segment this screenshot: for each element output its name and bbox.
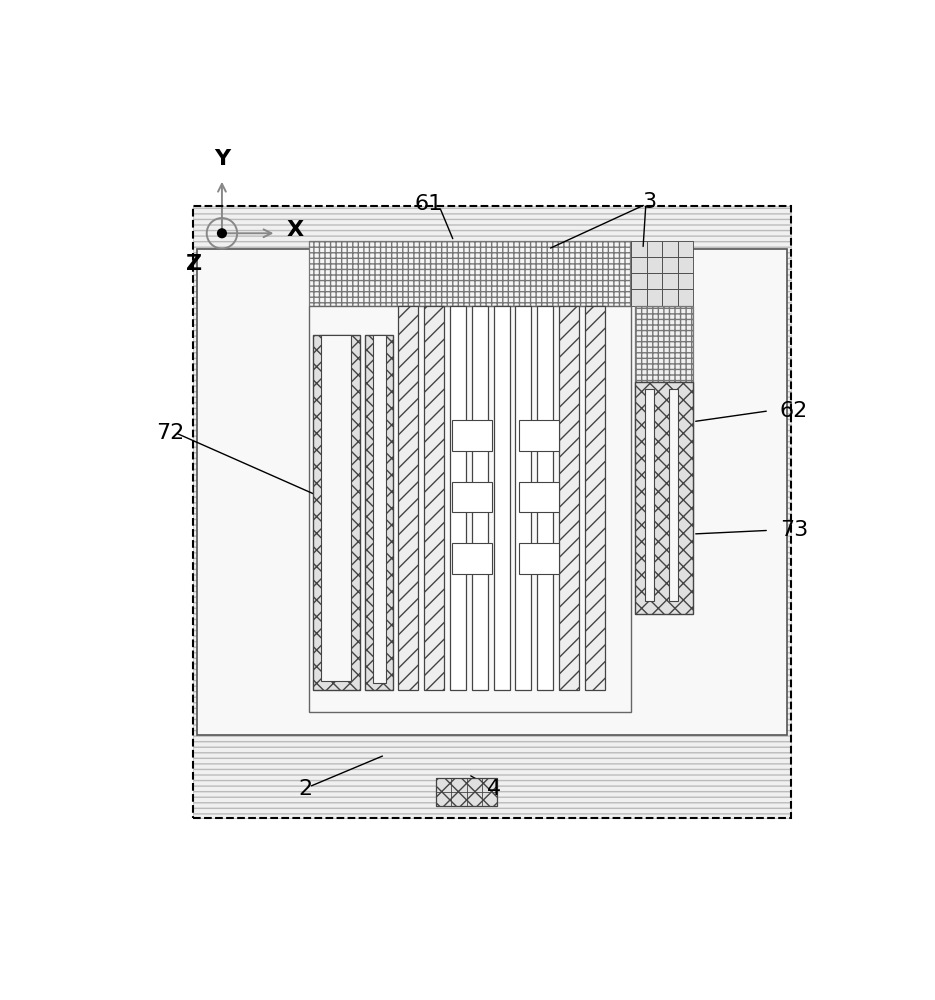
- Bar: [559, 306, 579, 690]
- Bar: [193, 206, 791, 818]
- Bar: [537, 306, 554, 690]
- Bar: [662, 273, 678, 289]
- Text: 2: 2: [298, 779, 312, 799]
- Bar: [678, 289, 693, 306]
- Bar: [519, 420, 559, 451]
- Bar: [519, 482, 559, 512]
- Bar: [662, 289, 678, 306]
- Bar: [196, 249, 787, 735]
- Bar: [631, 241, 647, 257]
- Bar: [647, 241, 662, 257]
- Bar: [494, 306, 510, 690]
- Text: 61: 61: [414, 194, 442, 214]
- Bar: [472, 306, 488, 690]
- Bar: [312, 335, 360, 690]
- Bar: [669, 389, 678, 601]
- Bar: [519, 543, 559, 574]
- Bar: [647, 273, 662, 289]
- Bar: [678, 273, 693, 289]
- Bar: [631, 273, 647, 289]
- Text: Z: Z: [185, 254, 202, 274]
- Bar: [373, 335, 386, 683]
- Text: 3: 3: [642, 192, 656, 212]
- Bar: [309, 241, 631, 306]
- Bar: [515, 306, 531, 690]
- Bar: [451, 306, 467, 690]
- Bar: [631, 257, 647, 273]
- Bar: [635, 382, 693, 614]
- Text: 72: 72: [156, 423, 184, 443]
- Bar: [585, 306, 605, 690]
- Text: X: X: [286, 220, 304, 240]
- Bar: [635, 306, 693, 527]
- Bar: [322, 335, 351, 681]
- Bar: [309, 306, 631, 712]
- Bar: [662, 241, 678, 257]
- Bar: [398, 306, 418, 690]
- Bar: [662, 257, 678, 273]
- Text: 62: 62: [780, 401, 808, 421]
- Bar: [452, 420, 492, 451]
- Bar: [193, 206, 791, 818]
- Bar: [452, 482, 492, 512]
- Text: 4: 4: [486, 779, 501, 799]
- Text: 73: 73: [780, 520, 808, 540]
- Bar: [678, 241, 693, 257]
- Bar: [678, 257, 693, 273]
- Bar: [452, 543, 492, 574]
- Bar: [631, 289, 647, 306]
- Bar: [645, 389, 654, 601]
- Bar: [436, 778, 497, 806]
- Bar: [647, 289, 662, 306]
- Text: Y: Y: [214, 149, 230, 169]
- Bar: [424, 306, 444, 690]
- Circle shape: [217, 228, 227, 238]
- Bar: [366, 335, 393, 690]
- Bar: [647, 257, 662, 273]
